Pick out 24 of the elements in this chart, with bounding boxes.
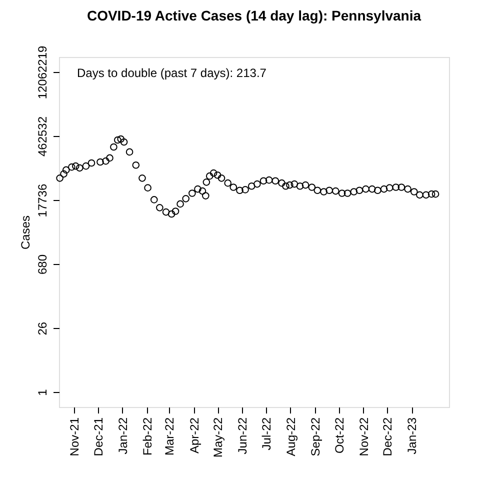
x-tick-label: Oct-22 xyxy=(332,417,346,454)
x-tick-label: Mar-22 xyxy=(162,417,177,456)
y-tick-label: 1 xyxy=(36,388,50,396)
x-tick-label: Nov-21 xyxy=(68,417,82,456)
y-tick-label: 462532 xyxy=(36,116,50,157)
x-tick-label: Apr-22 xyxy=(187,417,202,454)
x-tick-label: Jun-22 xyxy=(236,417,250,454)
chart-title: COVID-19 Active Cases (14 day lag): Pennsylvania xyxy=(86,7,422,24)
y-tick-label: 680 xyxy=(36,254,50,275)
x-tick-label: Jan-23 xyxy=(405,417,420,454)
x-tick-label: Aug-22 xyxy=(284,417,298,456)
y-tick-label: 12062219 xyxy=(36,45,50,100)
annotation: Days to double (past 7 days): 213.7 xyxy=(77,66,267,80)
y-tick-label: 26 xyxy=(36,322,50,336)
x-tick-label: Jan-22 xyxy=(116,417,130,454)
x-tick-label: Sep-22 xyxy=(308,417,323,456)
y-axis-title: Cases xyxy=(18,215,32,250)
x-tick-label: Nov-22 xyxy=(356,417,371,456)
x-tick-label: Dec-22 xyxy=(380,417,395,456)
y-tick-label: 17736 xyxy=(36,183,50,218)
x-tick-label: Jul-22 xyxy=(259,417,274,450)
x-tick-label: Feb-22 xyxy=(140,417,154,456)
x-tick-label: May-22 xyxy=(211,417,226,458)
x-tick-label: Dec-21 xyxy=(91,417,106,456)
